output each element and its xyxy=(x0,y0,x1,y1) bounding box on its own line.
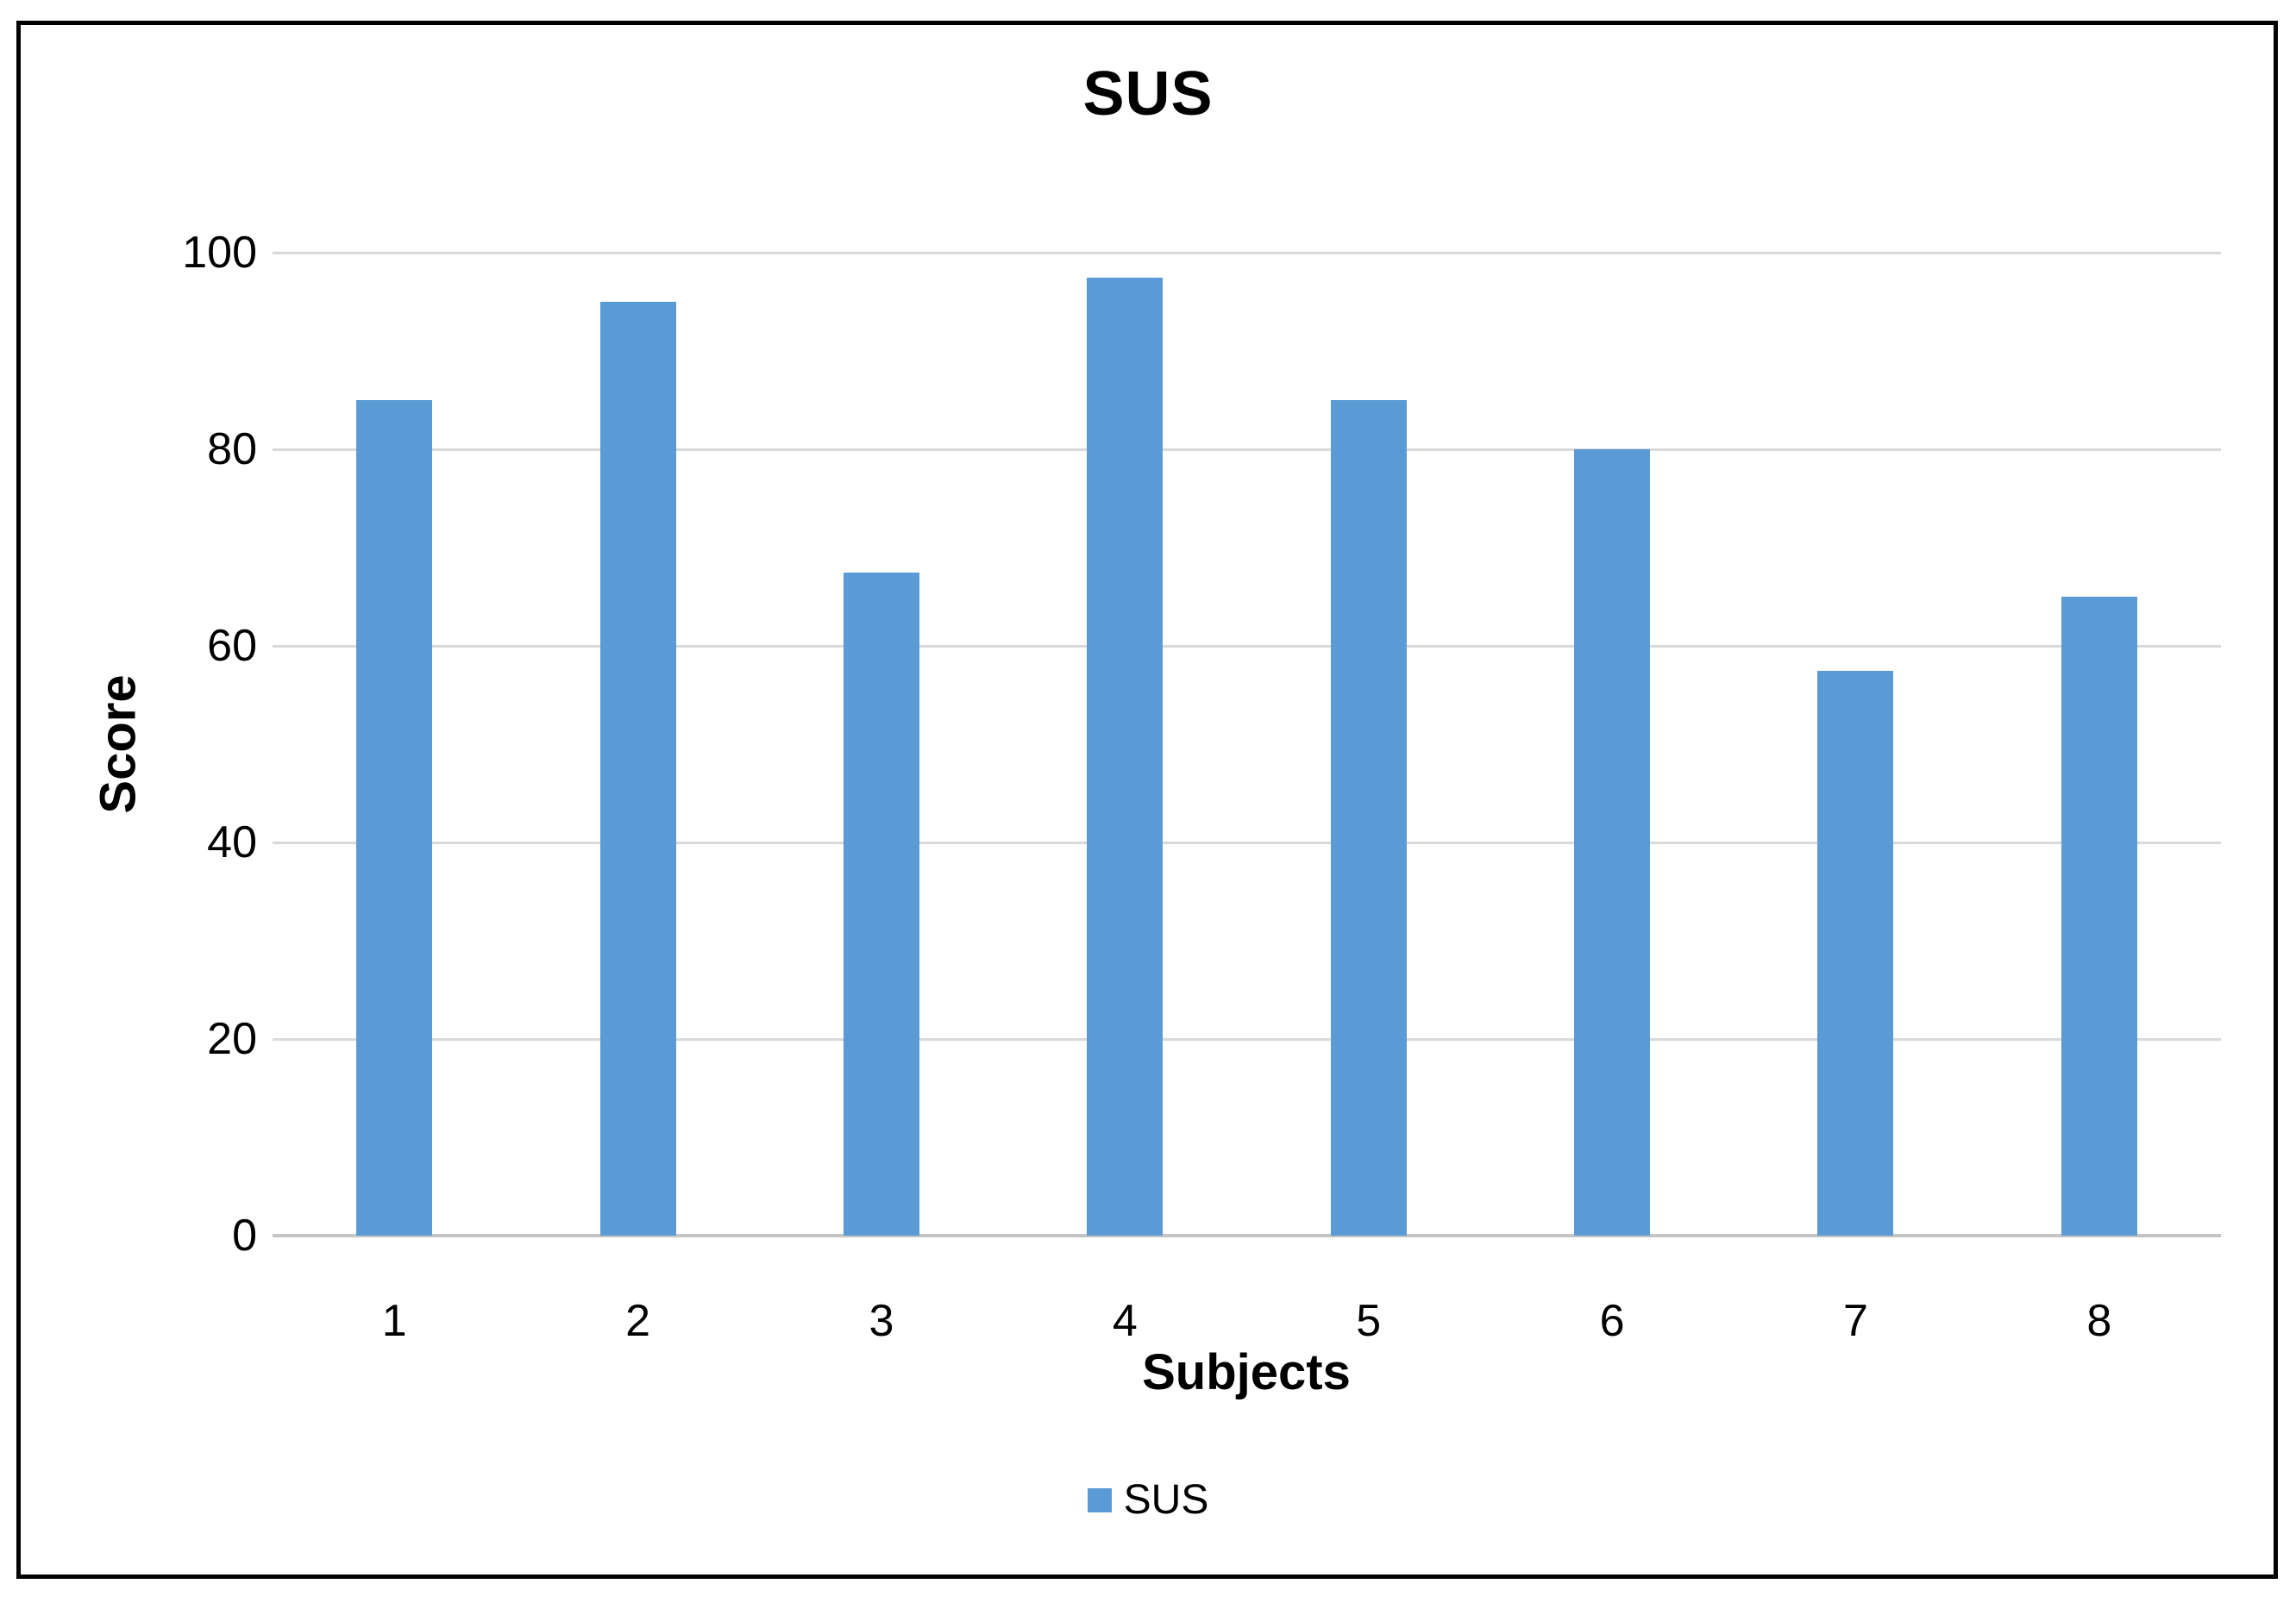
x-axis-line xyxy=(273,1234,2221,1237)
y-axis-title: Score xyxy=(90,674,147,814)
x-category-label: 4 xyxy=(1112,1296,1138,1346)
x-category-label: 1 xyxy=(381,1296,407,1346)
bar-subject-8 xyxy=(2061,597,2137,1236)
bar-subject-6 xyxy=(1574,449,1651,1236)
y-tick-label: 0 xyxy=(232,1211,257,1261)
bar-subject-2 xyxy=(599,302,676,1236)
legend: SUS xyxy=(0,1480,2296,1521)
x-category-label: 2 xyxy=(625,1296,651,1346)
horizontal-gridline xyxy=(273,251,2221,254)
y-tick-label: 100 xyxy=(182,228,257,278)
x-category-label: 7 xyxy=(1842,1296,1868,1346)
x-category-label: 6 xyxy=(1599,1296,1625,1346)
chart-title: SUS xyxy=(1082,59,1214,128)
legend-series-label: SUS xyxy=(1123,1477,1209,1523)
bar-subject-5 xyxy=(1330,400,1407,1236)
x-category-label: 5 xyxy=(1356,1296,1382,1346)
legend-marker-icon xyxy=(1087,1488,1112,1512)
plot-area xyxy=(273,251,2221,1237)
horizontal-gridline xyxy=(273,644,2221,648)
bar-subject-1 xyxy=(356,400,433,1236)
y-tick-label: 60 xyxy=(207,621,257,671)
bar-subject-3 xyxy=(843,572,919,1236)
x-axis-title: Subjects xyxy=(1142,1344,1351,1400)
y-tick-label: 40 xyxy=(207,817,257,867)
horizontal-gridline xyxy=(273,1037,2221,1041)
x-category-label: 8 xyxy=(2086,1296,2112,1346)
chart-frame-border xyxy=(16,21,2278,1579)
bar-subject-4 xyxy=(1087,277,1164,1236)
y-tick-label: 80 xyxy=(207,424,257,474)
horizontal-gridline xyxy=(273,841,2221,844)
y-tick-label: 20 xyxy=(207,1014,257,1064)
horizontal-gridline xyxy=(273,448,2221,451)
x-category-label: 3 xyxy=(869,1296,894,1346)
bar-subject-7 xyxy=(1817,670,1894,1236)
